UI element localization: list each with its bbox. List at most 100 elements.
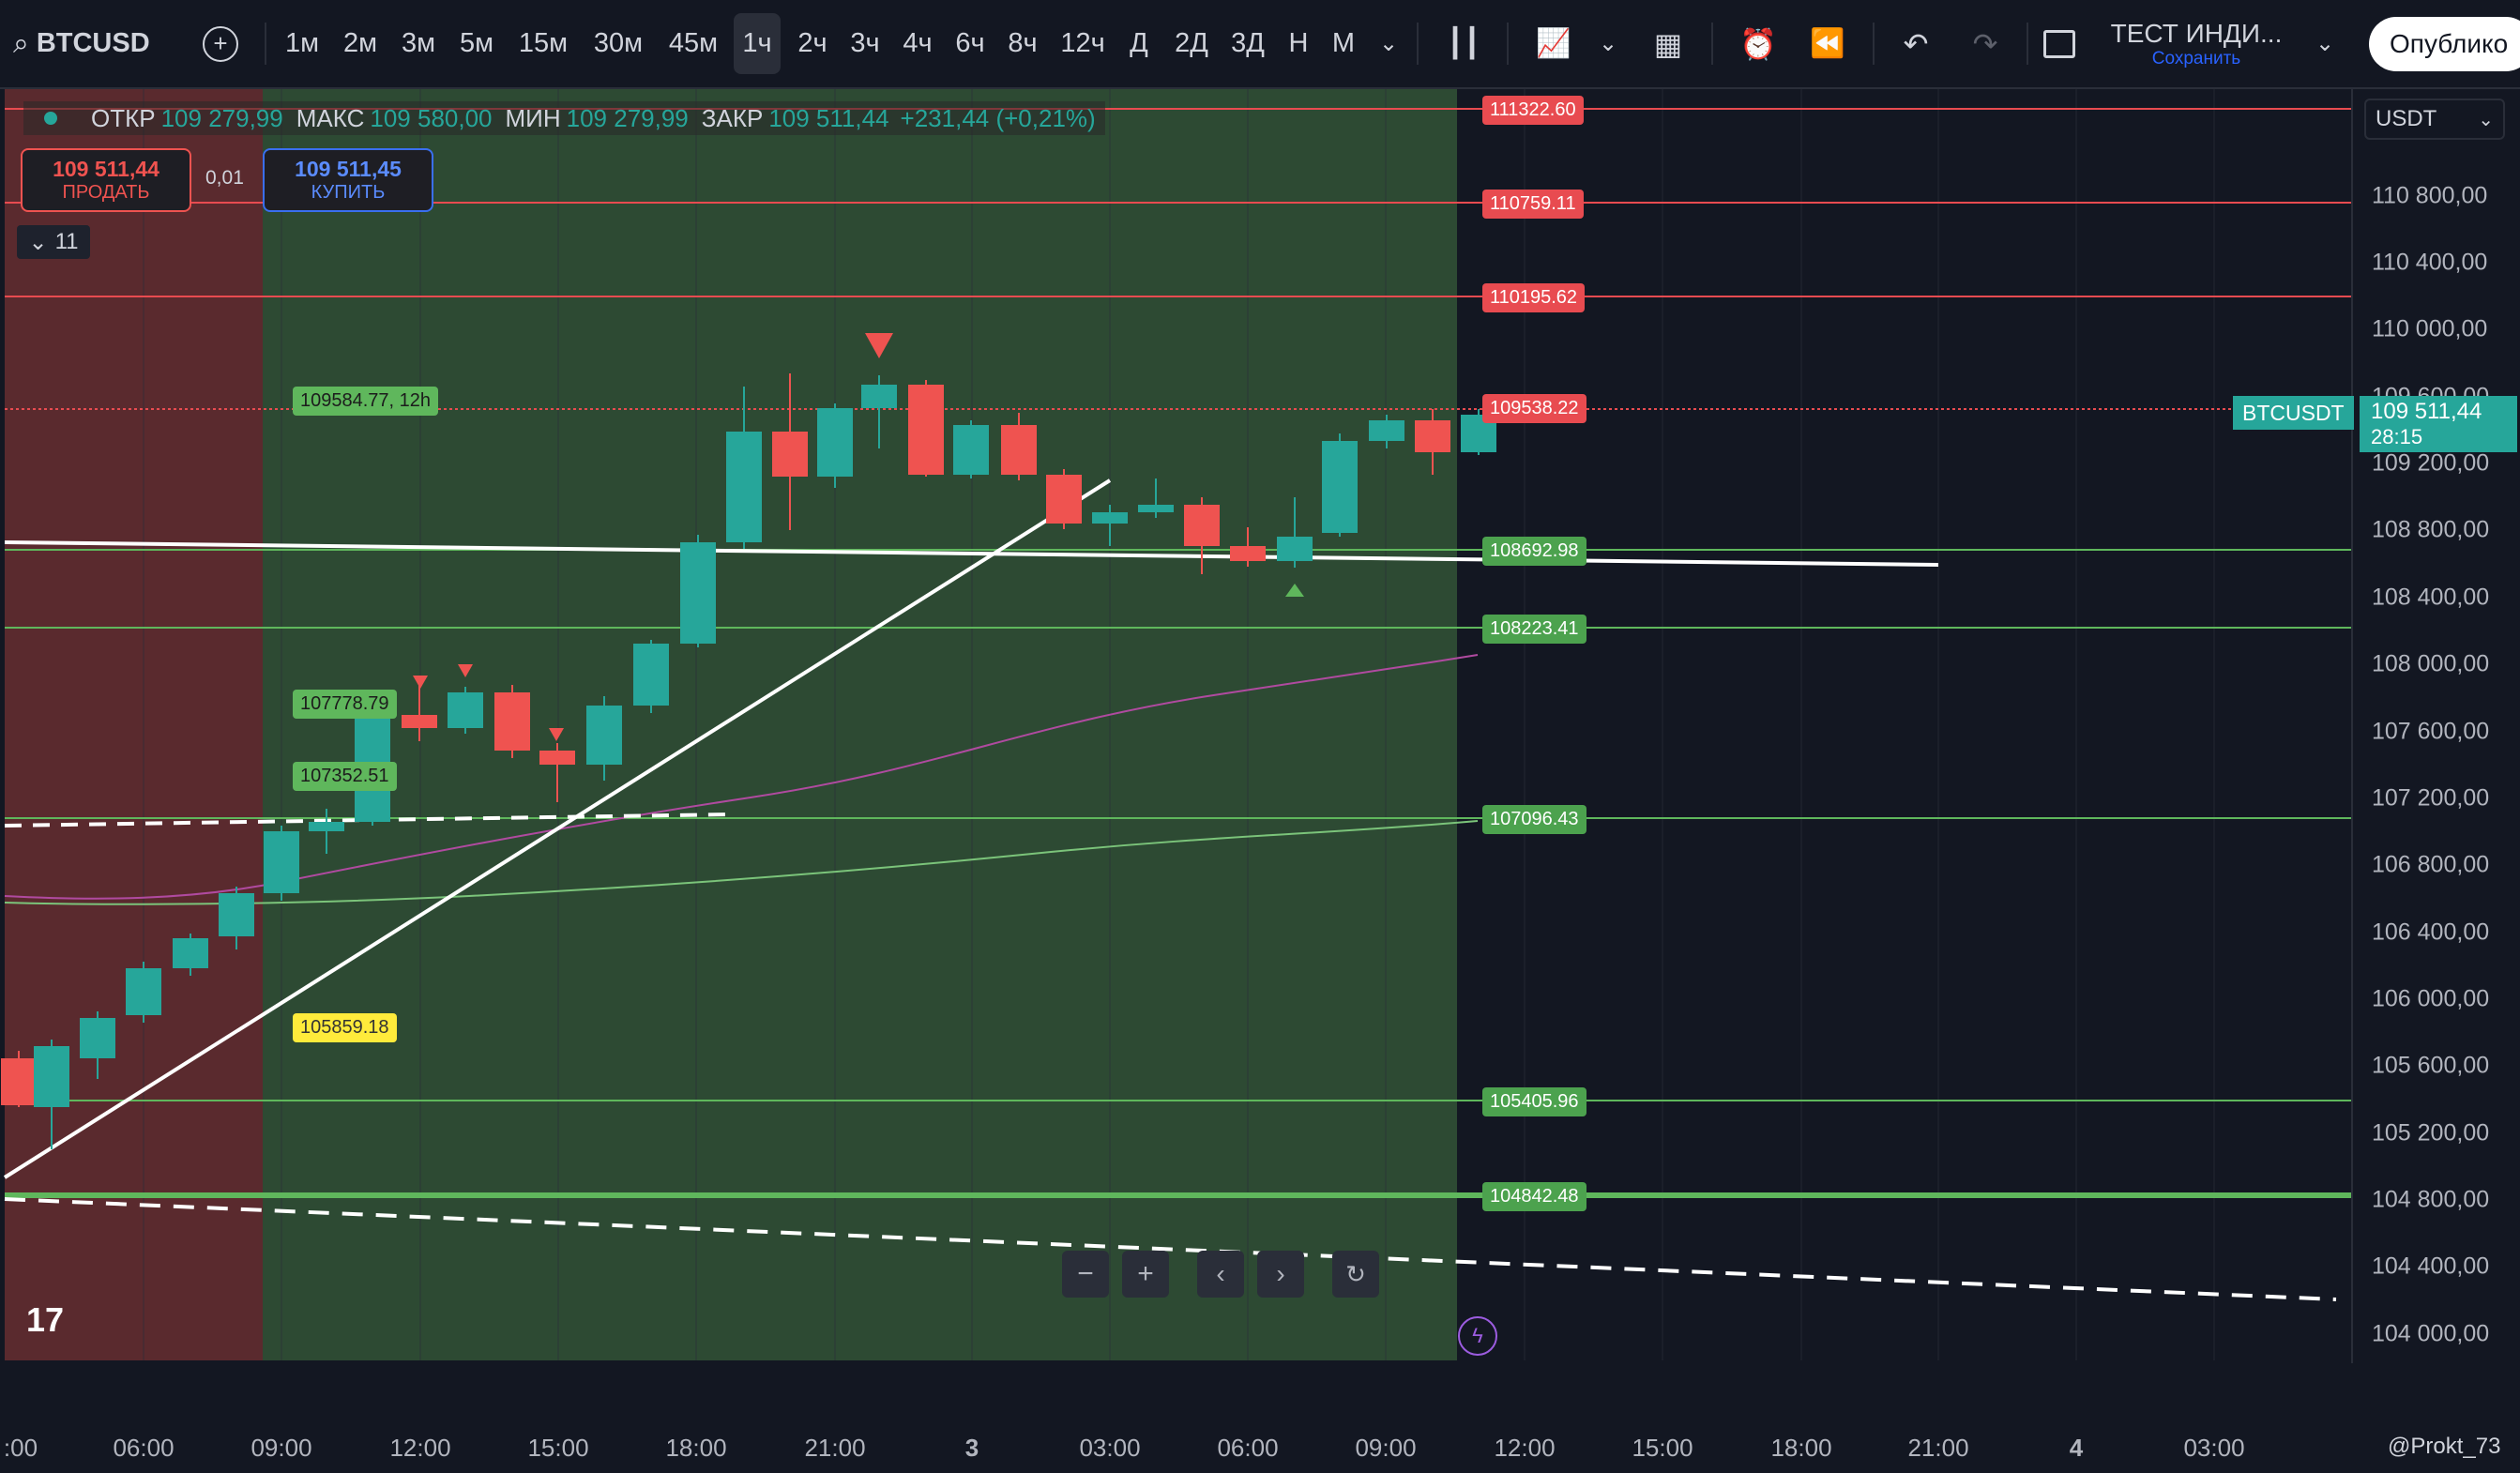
level-tag[interactable]: 105405.96 [1482, 1087, 1586, 1116]
time-scale[interactable] [0, 1360, 2351, 1473]
interval-12h[interactable]: 12ч [1053, 0, 1113, 87]
level-tag[interactable]: 109538.22 [1482, 394, 1586, 423]
interval-2h[interactable]: 2ч [788, 0, 837, 87]
interval-2d[interactable]: 2Д [1167, 0, 1216, 87]
replay-button[interactable]: ⏪ [1801, 0, 1854, 87]
interval-label: 30м [593, 28, 644, 58]
interval-label: 12ч [1060, 28, 1105, 58]
marker-tag[interactable]: 105859.18 [293, 1013, 397, 1042]
interval-4h[interactable]: 4ч [893, 0, 942, 87]
level-tag[interactable]: 107096.43 [1482, 805, 1586, 834]
layout-icon-button[interactable] [2036, 0, 2083, 87]
currency-select[interactable]: USDT ⌄ [2364, 99, 2505, 140]
candle-body [586, 706, 622, 765]
interval-3h[interactable]: 3ч [841, 0, 889, 87]
lightning-icon[interactable]: ϟ [1458, 1316, 1497, 1356]
level-tag[interactable]: 108223.41 [1482, 615, 1586, 644]
candle-body [1046, 475, 1082, 524]
price-label: 108 800,00 [2372, 516, 2490, 543]
interval-label: 1ч [742, 28, 772, 58]
chevron-down-icon: ⌄ [2315, 31, 2335, 56]
open-value: 109 279,99 [160, 103, 283, 132]
publish-label: Опублико [2390, 29, 2509, 58]
buy-button[interactable]: 109 511,45 КУПИТЬ [263, 148, 433, 212]
currency-value: USDT [2376, 106, 2437, 131]
compare-symbol-button[interactable]: + [197, 0, 244, 87]
candle-body [908, 385, 944, 475]
indicators-dropdown[interactable]: ⌄ [1591, 0, 1625, 87]
symbol-search[interactable]: ⌕ BTCUSD [13, 0, 177, 87]
spread-value: 0,01 [205, 167, 244, 189]
interval-label: Д [1130, 28, 1148, 58]
alert-button[interactable]: ⏰ [1732, 0, 1784, 87]
candle-body [34, 1046, 69, 1107]
candle-body [633, 644, 669, 706]
interval-label: 8ч [1008, 28, 1038, 58]
layout-grid-button[interactable]: ▦ [1642, 0, 1694, 87]
zoom-out-button[interactable]: − [1062, 1251, 1109, 1298]
chart-type-button[interactable]: ┃┃ [1440, 0, 1487, 87]
layout-name-button[interactable]: ТЕСТ ИНДИ... Сохранить [2098, 0, 2295, 87]
candle-body [1138, 505, 1174, 512]
interval-5m[interactable]: 5м [452, 0, 501, 87]
redo-button[interactable]: ↷ [1959, 0, 2011, 87]
candle-body [309, 822, 344, 831]
interval-3d[interactable]: 3Д [1223, 0, 1272, 87]
level-tag[interactable]: 110759.11 [1482, 190, 1584, 219]
rewind-icon: ⏪ [1810, 28, 1845, 59]
indicators-button[interactable]: 📈 [1527, 0, 1580, 87]
interval-label: 5м [459, 28, 494, 58]
price-scale[interactable]: USDT ⌄ [2351, 87, 2520, 1363]
candle-body [1277, 537, 1313, 561]
chart-pane[interactable] [0, 0, 2351, 1360]
layout-dropdown[interactable]: ⌄ [2308, 0, 2342, 87]
time-label: 21:00 [804, 1434, 866, 1462]
interval-1h[interactable]: 1ч [734, 0, 781, 87]
scroll-left-button[interactable]: ‹ [1197, 1251, 1244, 1298]
interval-mo[interactable]: М [1323, 0, 1364, 87]
interval-45m[interactable]: 45м [660, 0, 726, 87]
author-tag: @Prokt_73 [2388, 1434, 2501, 1459]
interval-2m[interactable]: 2м [336, 0, 385, 87]
price-label: 107 200,00 [2372, 784, 2490, 812]
candle-body [772, 432, 808, 477]
level-tag[interactable]: 110195.62 [1482, 283, 1586, 312]
candle-body [817, 408, 853, 477]
buy-label: КУПИТЬ [311, 182, 386, 203]
interval-30m[interactable]: 30м [585, 0, 651, 87]
marker-tag[interactable]: 109584.77, 12h [293, 387, 439, 416]
bar-countdown: 28:15 [2371, 425, 2423, 448]
interval-dropdown[interactable]: ⌄ [1372, 0, 1405, 87]
interval-8h[interactable]: 8ч [998, 0, 1047, 87]
reset-chart-button[interactable]: ↻ [1332, 1251, 1379, 1298]
undo-button[interactable]: ↶ [1890, 0, 1942, 87]
level-tag[interactable]: 108692.98 [1482, 537, 1586, 566]
publish-button[interactable]: Опублико [2369, 17, 2520, 71]
marker-tag[interactable]: 107352.51 [293, 762, 397, 791]
square-icon [2043, 29, 2075, 58]
marker-tag[interactable]: 107778.79 [293, 690, 397, 719]
sell-signal-marker [865, 333, 893, 358]
interval-w[interactable]: Н [1280, 0, 1317, 87]
high-value: 109 580,00 [370, 103, 493, 132]
interval-3m[interactable]: 3м [394, 0, 443, 87]
candle-body [726, 432, 762, 542]
low-value: 109 279,99 [566, 103, 689, 132]
sell-button[interactable]: 109 511,44 ПРОДАТЬ [21, 148, 191, 212]
interval-d[interactable]: Д [1120, 0, 1158, 87]
interval-label: 2Д [1175, 28, 1208, 58]
scroll-right-button[interactable]: › [1257, 1251, 1304, 1298]
interval-1m[interactable]: 1м [278, 0, 326, 87]
interval-15m[interactable]: 15м [510, 0, 576, 87]
collapse-indicators-button[interactable]: ⌄ 11 [17, 225, 90, 259]
level-tag[interactable]: 104842.48 [1482, 1182, 1586, 1211]
search-icon: ⌕ [13, 27, 29, 59]
price-label: 106 000,00 [2372, 985, 2490, 1012]
interval-6h[interactable]: 6ч [946, 0, 994, 87]
zoom-in-button[interactable]: + [1122, 1251, 1169, 1298]
candle-body [680, 542, 716, 644]
level-tag[interactable]: 111322.60 [1482, 96, 1584, 125]
candle-body [1184, 505, 1220, 546]
price-label: 104 800,00 [2372, 1186, 2490, 1213]
undo-icon: ↶ [1903, 26, 1929, 61]
